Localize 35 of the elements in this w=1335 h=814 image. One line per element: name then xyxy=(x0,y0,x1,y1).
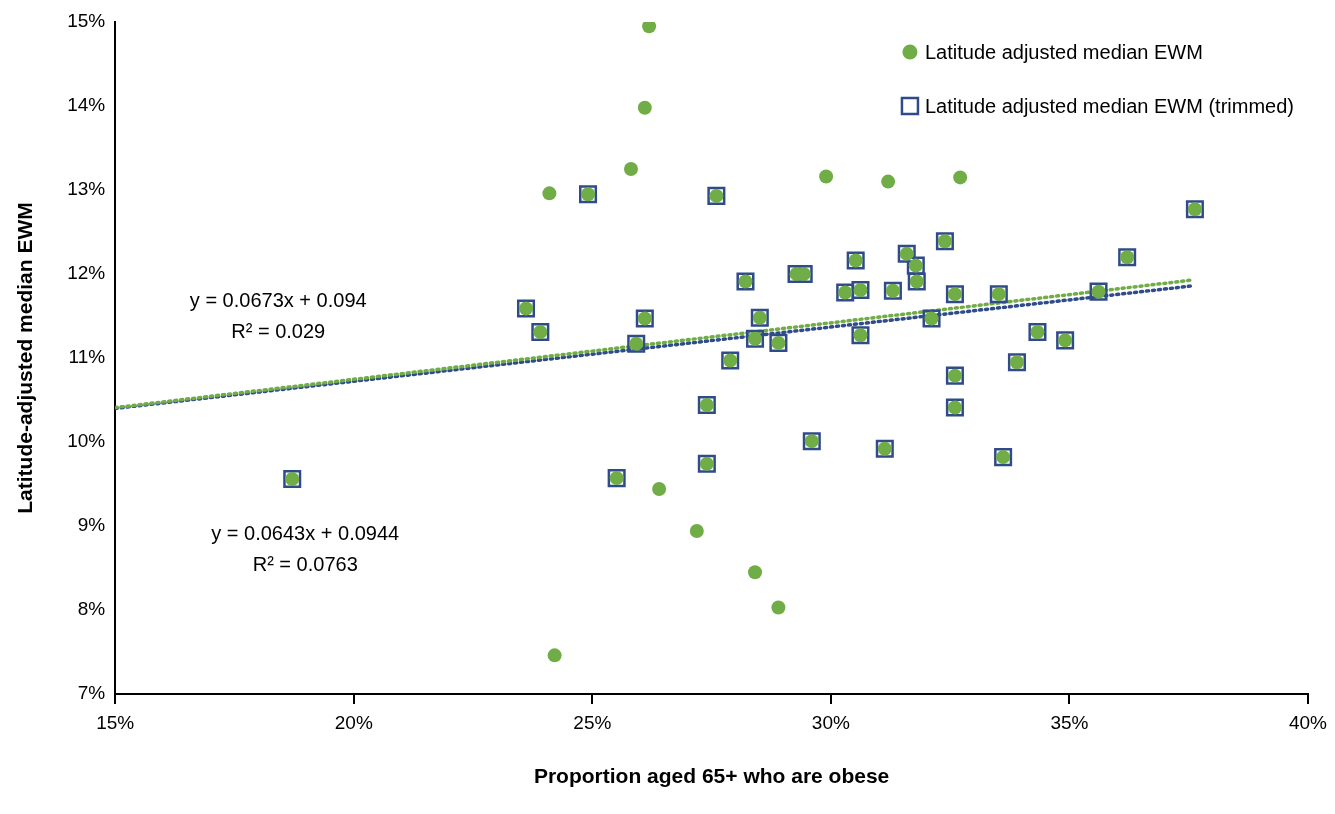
legend-label: Latitude adjusted median EWM (trimmed) xyxy=(924,94,1294,117)
y-tick-label: 8% xyxy=(77,598,106,620)
point xyxy=(637,100,652,115)
y-tick-label: 10% xyxy=(67,430,106,452)
legend-label: Latitude adjusted median EWM xyxy=(924,40,1203,63)
x-axis-title: Proportion aged 65+ who are obese xyxy=(533,764,890,788)
y-tick-label: 9% xyxy=(77,514,106,536)
y-tick-label: 15% xyxy=(67,10,106,32)
point xyxy=(819,169,834,184)
point xyxy=(623,162,638,176)
x-tick-label: 25% xyxy=(573,711,612,733)
annotation: y = 0.0643x + 0.0944 xyxy=(211,521,400,544)
x-tick-label: 40% xyxy=(1288,711,1328,733)
y-tick-label: 7% xyxy=(77,682,106,704)
point xyxy=(652,482,667,497)
x-tick-label: 30% xyxy=(811,711,850,733)
point xyxy=(542,186,557,201)
annotation: R² = 0.029 xyxy=(231,319,326,342)
y-tick-label: 13% xyxy=(67,178,106,200)
x-tick-label: 15% xyxy=(96,711,135,733)
point xyxy=(547,648,562,663)
annotation: R² = 0.0763 xyxy=(252,552,358,575)
x-tick-label: 35% xyxy=(1050,711,1089,733)
point xyxy=(642,22,657,34)
point xyxy=(748,565,763,580)
point xyxy=(771,600,786,615)
y-tick-label: 12% xyxy=(67,262,106,284)
annotation: y = 0.0673x + 0.094 xyxy=(189,288,367,311)
point xyxy=(881,174,896,189)
y-axis-title: Latitude-adjusted median EWM xyxy=(13,202,37,514)
y-tick-label: 11% xyxy=(68,346,106,368)
y-tick-label: 14% xyxy=(67,94,106,116)
point xyxy=(953,170,968,185)
x-tick-label: 20% xyxy=(334,711,373,733)
point xyxy=(689,524,704,539)
